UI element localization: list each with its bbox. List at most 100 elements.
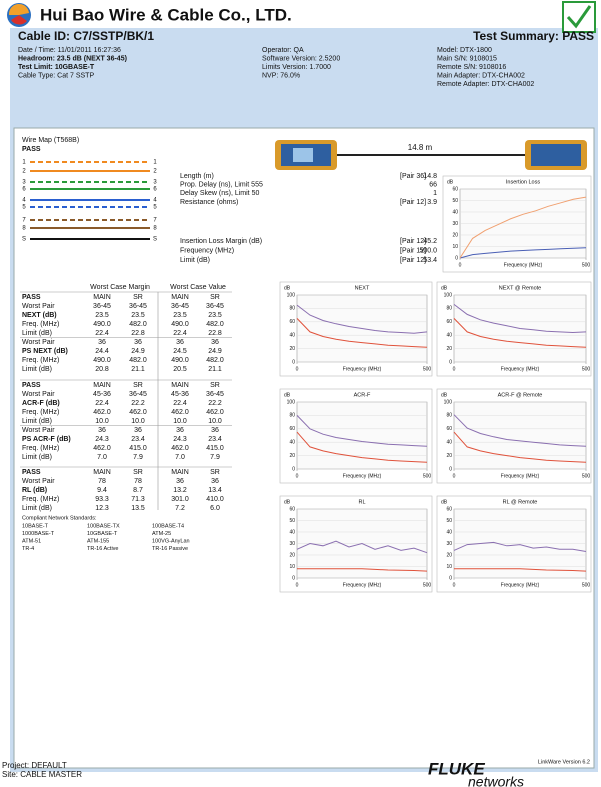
y-tick-label: 40 (446, 333, 452, 339)
table-cell: 23.5 (95, 312, 109, 319)
header-info: Model: DTX-1800 (437, 47, 492, 54)
y-tick-label: 0 (449, 359, 452, 365)
table-cell: 462.0 (206, 409, 224, 416)
chart-title: RL @ Remote (503, 499, 538, 505)
table-cell: 36 (134, 427, 142, 434)
y-tick-label: 0 (292, 575, 295, 581)
y-tick-label: 100 (444, 292, 453, 298)
table-cell: 36 (98, 339, 106, 346)
x-tick-label: 0 (459, 262, 462, 268)
y-tick-label: 10 (446, 564, 452, 570)
y-tick-label: 20 (446, 453, 452, 459)
y-tick-label: 30 (446, 541, 452, 547)
x-tick-label: 0 (296, 366, 299, 372)
pass-check (563, 2, 595, 32)
table-cell: 22.2 (208, 400, 222, 407)
y-tick-label: 0 (449, 575, 452, 581)
table-cell: 24.9 (131, 348, 145, 355)
column-head: SR (133, 382, 143, 389)
y-tick-label: 20 (446, 552, 452, 558)
standard: 1000BASE-T (22, 531, 55, 537)
header-info: Operator: QA (262, 47, 304, 54)
measurement-pair: [Pair 36] (400, 173, 426, 180)
x-axis-label: Frequency (MHz) (501, 582, 540, 588)
table-cell: 71.3 (131, 496, 145, 503)
wire-map-status: PASS (22, 146, 41, 153)
measurement-value: 66 (429, 181, 437, 188)
table-cell: 7.0 (97, 454, 107, 461)
x-tick-label: 0 (453, 582, 456, 588)
measurement-value: 1 (433, 190, 437, 197)
pin-label: S (153, 237, 157, 243)
x-tick-label: 0 (453, 473, 456, 479)
table-cell: 21.1 (208, 366, 222, 373)
table-header: Worst Case Value (170, 284, 226, 291)
y-unit: dB (441, 285, 448, 291)
table-cell: 36-45 (171, 303, 189, 310)
table-cell: 22.8 (131, 330, 145, 337)
table-cell: 482.0 (129, 321, 147, 328)
y-tick-label: 80 (289, 306, 295, 312)
y-tick-label: 20 (289, 453, 295, 459)
wire-map-title: Wire Map (T568B) (22, 137, 79, 144)
y-tick-label: 80 (446, 306, 452, 312)
y-tick-label: 50 (452, 198, 458, 204)
measurement-pair: [Pair 12] (400, 238, 426, 245)
table-cell: 7.2 (175, 505, 185, 512)
table-cell: 20.8 (95, 366, 109, 373)
chart-title: NEXT @ Remote (499, 285, 541, 291)
y-tick-label: 40 (452, 209, 458, 215)
standard: ATM-25 (152, 531, 171, 537)
table-cell: 23.5 (208, 312, 222, 319)
measurement-label: Insertion Loss Margin (dB) (180, 238, 262, 245)
test-summary: Test Summary: PASS (473, 29, 594, 43)
brand-sub: networks (468, 774, 524, 787)
table-cell: 10.0 (95, 418, 109, 425)
table-cell: 36-45 (206, 391, 224, 398)
y-unit: dB (284, 499, 291, 505)
chart-title: NEXT (355, 285, 370, 291)
header-info: Remote S/N: 9108016 (437, 64, 506, 71)
row-label: Limit (dB) (22, 454, 52, 461)
measurement-label: Frequency (MHz) (180, 247, 234, 254)
column-head: SR (210, 382, 220, 389)
table-cell: 78 (134, 478, 142, 485)
table-cell: 462.0 (171, 445, 189, 452)
header-info: Limits Version: 1.7000 (262, 64, 331, 71)
row-label: Limit (dB) (22, 418, 52, 425)
measurement-value: 3.9 (427, 199, 437, 206)
pass-label: PASS (22, 469, 41, 476)
x-tick-label: 500 (582, 582, 591, 588)
y-tick-label: 40 (446, 529, 452, 535)
column-head: MAIN (93, 294, 111, 301)
table-header: Worst Case Margin (90, 284, 150, 291)
row-label: Worst Pair (22, 478, 55, 485)
x-axis-label: Frequency (MHz) (504, 262, 543, 268)
row-label: Worst Pair (22, 391, 55, 398)
measurement-label: Resistance (ohms) (180, 199, 238, 206)
table-cell: 24.4 (95, 348, 109, 355)
y-tick-label: 50 (446, 518, 452, 524)
y-tick-label: 0 (455, 255, 458, 261)
x-axis-label: Frequency (MHz) (501, 473, 540, 479)
y-tick-label: 60 (446, 506, 452, 512)
header-info: NVP: 76.0% (262, 72, 300, 79)
column-head: SR (210, 469, 220, 476)
table-cell: 490.0 (171, 321, 189, 328)
standard: 100BASE-TX (87, 523, 120, 529)
table-cell: 490.0 (171, 357, 189, 364)
pass-label: PASS (22, 294, 41, 301)
table-cell: 22.4 (95, 330, 109, 337)
measurement-label: Delay Skew (ns), Limit 50 (180, 190, 259, 197)
table-cell: 22.4 (173, 400, 187, 407)
measurement-value: 53.4 (423, 257, 437, 264)
x-tick-label: 500 (423, 366, 432, 372)
x-tick-label: 0 (453, 366, 456, 372)
table-cell: 9.4 (97, 487, 107, 494)
company-logo (7, 3, 31, 27)
y-tick-label: 100 (444, 399, 453, 405)
y-unit: dB (441, 392, 448, 398)
table-cell: 13.5 (131, 505, 145, 512)
y-tick-label: 30 (289, 541, 295, 547)
table-cell: 36-45 (129, 391, 147, 398)
